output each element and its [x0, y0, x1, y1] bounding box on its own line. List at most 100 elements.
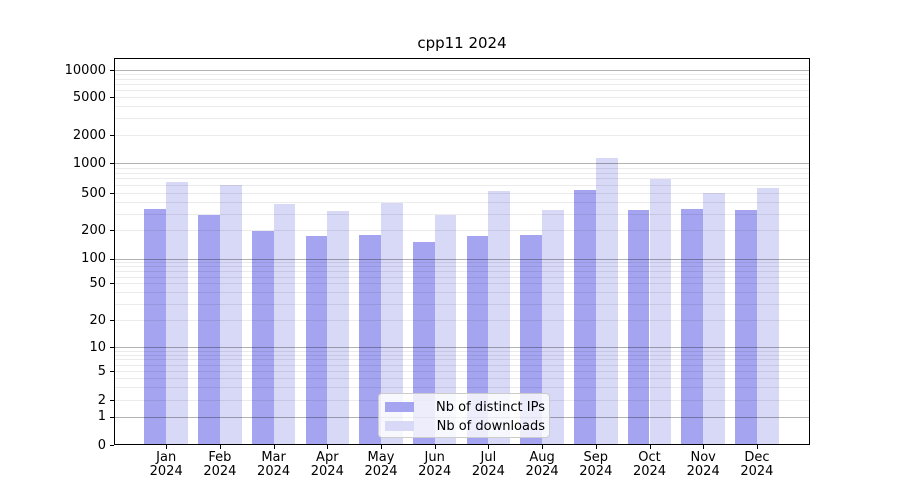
bar-ips-may — [359, 234, 381, 444]
y-tick-mark — [110, 135, 114, 136]
legend-swatch-distinct-ips — [385, 402, 414, 412]
gridline-3 — [115, 387, 809, 389]
gridline-1000 — [115, 163, 809, 164]
y-tick-label-2: 2 — [97, 392, 106, 408]
bar-downloads-feb — [219, 185, 242, 444]
legend-item-downloads: Nb of downloads — [385, 417, 545, 435]
bar-downloads-may — [381, 202, 403, 444]
x-tick-mark — [166, 445, 168, 449]
legend-swatch-downloads — [385, 421, 414, 431]
y-tick-mark — [110, 416, 114, 418]
gridline-500 — [115, 193, 809, 194]
bar-downloads-mar — [273, 203, 296, 444]
bar-ips-aug — [520, 235, 543, 444]
gridline-6 — [115, 364, 809, 366]
x-tick-mark — [649, 445, 651, 449]
y-tick-label-100: 100 — [81, 251, 106, 266]
y-tick-label-10000: 10000 — [64, 62, 106, 78]
bar-ips-jul — [466, 235, 489, 444]
x-tick-label-oct: Oct 2024 — [632, 450, 667, 479]
gridline-40 — [115, 292, 809, 293]
bar-downloads-jul — [488, 190, 511, 444]
gridline-60 — [115, 276, 809, 278]
legend-label: Nb of distinct IPs — [436, 399, 545, 415]
x-tick-mark — [542, 445, 544, 449]
legend-label: Nb of downloads — [436, 418, 545, 434]
gridline-600 — [115, 185, 809, 187]
bar-ips-oct — [627, 209, 650, 444]
gridline-6000 — [115, 89, 809, 91]
y-tick-label-1: 1 — [97, 409, 106, 424]
y-tick-mark — [110, 193, 114, 194]
gridline-2000 — [115, 135, 809, 136]
gridline-9000 — [115, 74, 809, 76]
gridline-900 — [115, 167, 809, 169]
y-tick-mark — [110, 230, 114, 231]
x-tick-mark — [703, 445, 705, 449]
bar-ips-nov — [681, 208, 704, 444]
y-tick-mark — [110, 347, 114, 348]
x-tick-label-may: May 2024 — [364, 450, 398, 479]
x-tick-mark — [595, 445, 597, 449]
gridline-5 — [115, 371, 809, 372]
gridline-3000 — [115, 118, 809, 120]
gridline-200 — [115, 230, 809, 231]
bar-ips-jan — [144, 209, 167, 444]
gridline-8 — [115, 354, 809, 356]
x-tick-mark — [756, 445, 758, 449]
bar-downloads-apr — [327, 211, 350, 444]
gridline-5000 — [115, 97, 809, 98]
x-tick-mark — [434, 445, 436, 449]
bar-downloads-jan — [166, 181, 188, 444]
y-tick-mark — [110, 371, 114, 372]
x-tick-mark — [381, 445, 382, 449]
y-tick-mark — [110, 70, 114, 71]
gridline-10000 — [115, 70, 809, 71]
bar-ips-feb — [198, 214, 220, 444]
bar-downloads-aug — [542, 209, 564, 444]
bar-ips-dec — [735, 210, 757, 444]
gridline-9 — [115, 350, 809, 352]
y-tick-label-500: 500 — [81, 185, 106, 201]
gridline-4000 — [115, 106, 809, 108]
gridline-7000 — [115, 83, 809, 85]
y-tick-label-0: 0 — [97, 437, 106, 453]
bar-downloads-jun — [434, 214, 457, 444]
y-tick-mark — [110, 283, 114, 284]
y-tick-mark — [110, 97, 114, 98]
bar-downloads-nov — [703, 193, 725, 444]
x-tick-mark — [273, 445, 275, 449]
y-tick-label-20: 20 — [89, 312, 106, 328]
y-tick-label-50: 50 — [89, 275, 106, 291]
x-tick-label-jan: Jan 2024 — [149, 450, 183, 479]
x-tick-label-sep: Sep 2024 — [579, 450, 613, 479]
y-tick-mark — [110, 445, 114, 446]
bar-downloads-sep — [595, 158, 618, 444]
gridline-7 — [115, 359, 809, 361]
bar-ips-apr — [305, 235, 328, 444]
gridline-4 — [115, 378, 809, 380]
gridline-50 — [115, 283, 809, 284]
y-tick-label-1000: 1000 — [72, 155, 106, 171]
x-tick-label-jul: Jul 2024 — [471, 450, 505, 479]
y-tick-mark — [110, 320, 114, 321]
x-tick-label-mar: Mar 2024 — [257, 450, 291, 479]
y-tick-mark — [110, 400, 114, 401]
y-tick-mark — [110, 163, 114, 164]
y-tick-label-10: 10 — [89, 339, 106, 355]
x-tick-label-apr: Apr 2024 — [310, 450, 344, 479]
gridline-8000 — [115, 78, 809, 80]
gridline-10 — [115, 347, 809, 348]
x-tick-label-dec: Dec 2024 — [740, 450, 774, 479]
bar-ips-mar — [251, 231, 274, 444]
x-tick-label-nov: Nov 2024 — [686, 450, 720, 479]
gridline-800 — [115, 172, 809, 174]
chart-title: cpp11 2024 — [417, 34, 507, 52]
gridline-400 — [115, 202, 809, 203]
gridline-700 — [115, 178, 809, 180]
x-tick-mark — [219, 445, 221, 449]
x-tick-label-jun: Jun 2024 — [418, 450, 452, 479]
plot-area — [114, 58, 810, 445]
x-tick-label-feb: Feb 2024 — [203, 450, 237, 479]
bar-downloads-dec — [756, 188, 779, 444]
